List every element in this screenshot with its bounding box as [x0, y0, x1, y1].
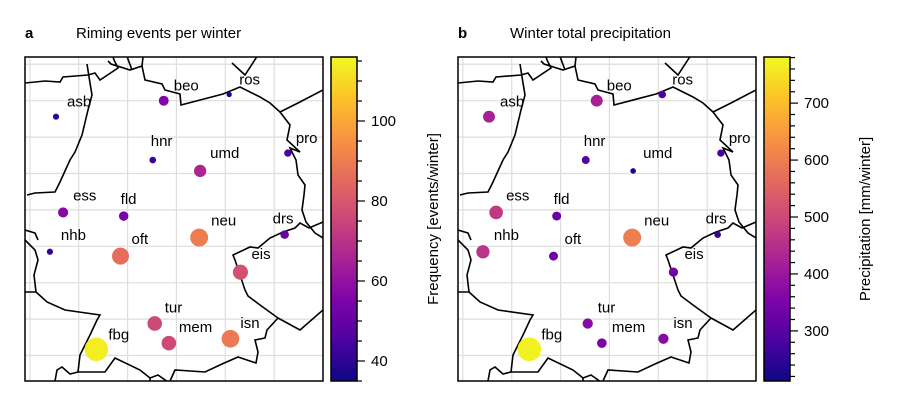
station-marker-beo — [590, 94, 603, 107]
station-label-oft: oft — [132, 231, 150, 248]
station-label-fbg: fbg — [108, 326, 129, 343]
map-frame-a — [24, 56, 324, 382]
station-label-nhb: nhb — [61, 227, 86, 244]
colorbar-tick-label: 60 — [371, 273, 388, 290]
station-marker-nhb — [46, 248, 54, 255]
station-marker-ess — [489, 205, 503, 220]
station-marker-ros — [226, 91, 232, 98]
colorbar-tick-label: 100 — [371, 113, 396, 130]
station-marker-isn — [658, 333, 669, 344]
colorbar-gradient-b — [763, 56, 791, 382]
station-label-asb: asb — [500, 94, 524, 111]
colorbar-tick-label: 400 — [804, 266, 829, 283]
station-label-beo: beo — [174, 78, 199, 95]
station-label-mem: mem — [612, 319, 645, 336]
station-marker-drs — [280, 230, 289, 239]
colorbar-tick-label: 40 — [371, 353, 388, 370]
panel-letter-b: b — [458, 25, 467, 42]
station-marker-fbg — [517, 337, 542, 362]
country-borders-b — [458, 57, 756, 381]
station-label-umd: umd — [210, 145, 239, 162]
station-marker-neu — [190, 228, 209, 247]
station-label-ros: ros — [239, 71, 260, 88]
station-marker-umd — [630, 168, 636, 174]
panel-title-a: Riming events per winter — [76, 25, 241, 42]
station-label-beo: beo — [607, 78, 632, 95]
station-label-mem: mem — [179, 319, 212, 336]
station-marker-hnr — [581, 156, 590, 164]
station-marker-eis — [668, 267, 679, 277]
map-grid-a — [25, 57, 323, 381]
colorbar-tick-label: 600 — [804, 152, 829, 169]
panel-title-b: Winter total precipitation — [510, 25, 671, 42]
colorbar-tick-label: 80 — [371, 193, 388, 210]
colorbar-tick-label: 500 — [804, 209, 829, 226]
station-marker-fld — [552, 211, 562, 221]
station-marker-tur — [582, 318, 593, 329]
stations-b: asb beo ros hnr umd pro ess fld drs nhb neu oft eis t… — [476, 71, 751, 362]
panel-b: b Winter total precipitation — [457, 25, 874, 382]
country-borders-a — [25, 57, 323, 381]
station-label-tur: tur — [598, 299, 616, 316]
station-label-umd: umd — [643, 145, 672, 162]
station-marker-fbg — [84, 337, 109, 362]
station-label-tur: tur — [165, 299, 183, 316]
station-marker-pro — [717, 149, 725, 157]
map-grid-b — [458, 57, 756, 381]
colorbar-tick-label: 300 — [804, 323, 829, 340]
colorbar-tick-label: 700 — [804, 95, 829, 112]
station-marker-oft — [549, 251, 558, 261]
station-label-eis: eis — [251, 246, 270, 263]
station-label-ess: ess — [73, 187, 96, 204]
station-marker-isn — [221, 329, 240, 348]
station-label-oft: oft — [565, 231, 583, 248]
colorbar-a: 40 60 80 100 Frequency [events/winter] — [330, 56, 442, 382]
station-label-fbg: fbg — [541, 326, 562, 343]
station-label-eis: eis — [684, 246, 703, 263]
colorbar-label-a: Frequency [events/winter] — [425, 133, 442, 305]
station-marker-neu — [623, 228, 642, 247]
station-marker-asb — [483, 110, 495, 123]
station-label-pro: pro — [296, 130, 318, 147]
map-frame-b — [457, 56, 757, 382]
station-label-fld: fld — [554, 191, 570, 208]
station-marker-mem — [597, 338, 607, 348]
station-label-asb: asb — [67, 94, 91, 111]
station-marker-beo — [158, 95, 169, 106]
station-label-hnr: hnr — [584, 133, 606, 150]
station-label-pro: pro — [729, 130, 751, 147]
station-marker-fld — [118, 211, 129, 221]
station-marker-nhb — [476, 245, 490, 259]
station-label-drs: drs — [273, 211, 294, 228]
station-label-isn: isn — [240, 315, 259, 332]
station-label-neu: neu — [211, 213, 236, 230]
station-marker-eis — [232, 264, 248, 280]
station-marker-ros — [658, 90, 667, 99]
panel-letter-a: a — [25, 25, 34, 42]
station-marker-asb — [52, 113, 60, 120]
station-marker-ess — [58, 207, 69, 218]
station-marker-tur — [147, 316, 163, 331]
colorbar-label-b: Precipitation [mm/winter] — [857, 137, 874, 301]
station-label-fld: fld — [121, 191, 137, 208]
colorbar-gradient-a — [330, 56, 358, 382]
station-marker-oft — [112, 247, 129, 265]
station-marker-hnr — [149, 156, 157, 164]
colorbar-b: 300 400 500 600 700 Precipitation [mm/winter… — [763, 56, 874, 382]
station-label-ess: ess — [506, 187, 529, 204]
station-label-neu: neu — [644, 213, 669, 230]
station-label-drs: drs — [706, 211, 727, 228]
station-marker-drs — [714, 231, 721, 238]
station-marker-mem — [161, 335, 177, 351]
station-label-isn: isn — [673, 315, 692, 332]
station-label-ros: ros — [672, 71, 693, 88]
station-marker-pro — [284, 149, 292, 157]
station-marker-umd — [194, 164, 207, 178]
station-label-hnr: hnr — [151, 133, 173, 150]
panel-a: a Riming events per winter as — [24, 25, 442, 382]
station-label-nhb: nhb — [494, 227, 519, 244]
stations-a: asb beo ros hnr umd pro ess fld drs nhb neu oft eis t… — [46, 71, 318, 362]
